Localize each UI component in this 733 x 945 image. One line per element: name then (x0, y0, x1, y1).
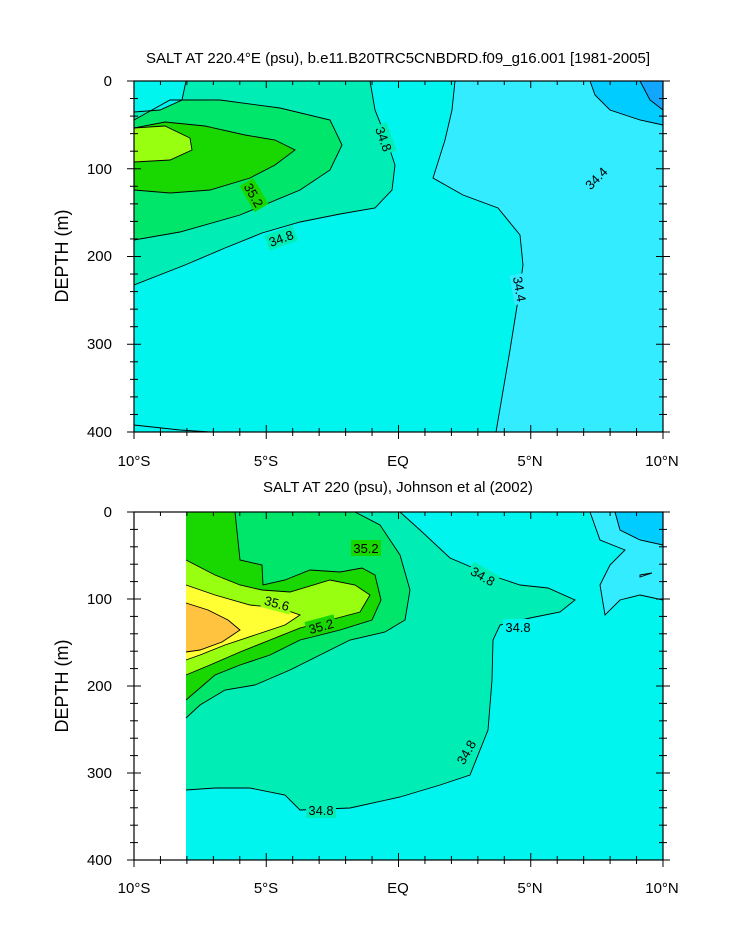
contour-line (185, 512, 576, 811)
contour-line (134, 81, 187, 113)
panel-observed-salinity: SALT AT 220 (psu), Johnson et al (2002) (52, 479, 679, 897)
fill-34.6-upper-left (134, 81, 186, 112)
panel1-y-axis-label: DEPTH (m) (52, 210, 72, 303)
panel1-contour-fill (134, 81, 663, 432)
contour-line (589, 512, 663, 616)
y-tick-label: 300 (87, 336, 112, 353)
contour-line (639, 81, 663, 111)
x-tick-label: 5°S (254, 880, 278, 897)
y-tick-label: 0 (104, 504, 112, 521)
x-tick-label: 5°N (517, 453, 542, 470)
panel2-contour-lines (185, 512, 663, 811)
contour-line (185, 512, 411, 719)
contour-line (639, 572, 653, 578)
x-tick-label: 10°S (118, 453, 151, 470)
contour-label: 34.4 (509, 272, 531, 306)
x-tick-label: EQ (387, 880, 409, 897)
fill-34.0 (640, 81, 663, 110)
contour-label: 34.8 (306, 802, 336, 818)
contour-label: 34.8 (503, 619, 533, 635)
y-tick-label: 300 (87, 765, 112, 782)
contour-label: 35.2 (351, 540, 381, 556)
contour-label: 35.6 (260, 591, 294, 615)
y-tick-label: 100 (87, 591, 112, 608)
contour-line (134, 121, 296, 194)
svg-text:35.2: 35.2 (307, 616, 335, 637)
contour-line (614, 512, 663, 546)
contour-line (589, 81, 663, 126)
y-tick-label: 400 (87, 424, 112, 441)
fill-34.2 (590, 81, 663, 125)
contour-line (432, 81, 524, 432)
x-tick-label: 5°S (254, 453, 278, 470)
y-tick-label: 400 (87, 852, 112, 869)
y-tick-label: 100 (87, 161, 112, 178)
svg-text:35.6: 35.6 (263, 593, 291, 614)
panel2-ticks (127, 511, 670, 867)
x-tick-label: 10°S (118, 880, 151, 897)
panel2-title: SALT AT 220 (psu), Johnson et al (2002) (263, 479, 533, 496)
y-tick-label: 0 (104, 73, 112, 90)
y-tick-label: 200 (87, 678, 112, 695)
fill-34.2 (615, 512, 663, 545)
fill-35.8 (186, 603, 240, 652)
contour-line (134, 424, 211, 432)
x-tick-label: 10°N (645, 880, 679, 897)
y-tick-label: 200 (87, 248, 112, 265)
panel1-ticks (127, 80, 670, 439)
panel2-contour-labels: 35.2 34.8 35.6 35.2 34.8 34.8 34.8 (260, 540, 533, 818)
fill-35.4 (134, 126, 192, 162)
contour-line (185, 602, 241, 653)
contour-label: 34.8 (466, 561, 500, 591)
panel2-contour-fill (185, 512, 663, 860)
panel1-contour-lines (134, 81, 663, 432)
svg-text:34.4: 34.4 (510, 275, 529, 303)
panel1-title: SALT AT 220.4°E (psu), b.e11.B20TRC5CNBD… (146, 50, 650, 67)
contour-line (185, 559, 371, 676)
x-tick-label: 5°N (517, 880, 542, 897)
contour-line (185, 512, 382, 701)
svg-text:35.2: 35.2 (353, 541, 378, 556)
x-tick-label: 10°N (645, 453, 679, 470)
svg-text:34.8: 34.8 (308, 803, 333, 818)
panel-model-salinity: SALT AT 220.4°E (psu), b.e11.B20TRC5CNBD… (52, 50, 679, 470)
x-tick-label: EQ (387, 453, 409, 470)
svg-text:34.8: 34.8 (505, 620, 530, 635)
contour-label: 35.2 (304, 614, 338, 638)
panel2-y-axis-label: DEPTH (m) (52, 640, 72, 733)
contour-line (134, 99, 343, 241)
contour-line (134, 125, 193, 163)
contour-line (185, 584, 302, 661)
